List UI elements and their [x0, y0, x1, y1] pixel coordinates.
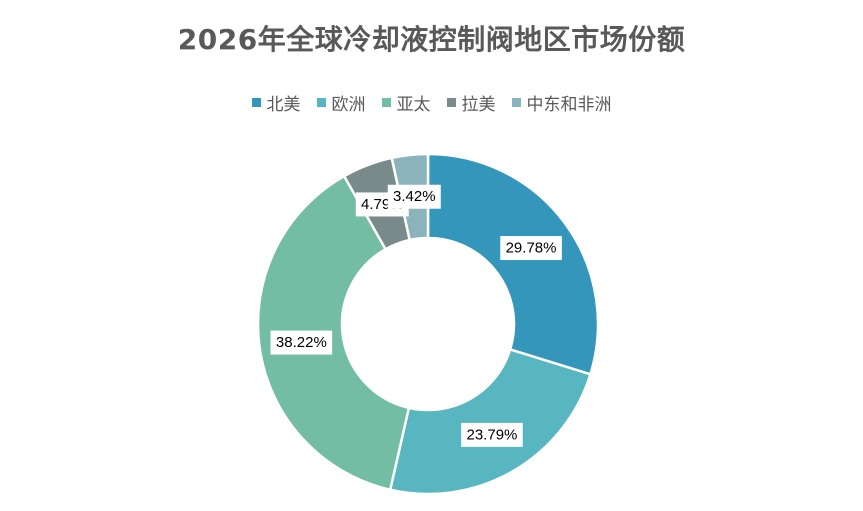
legend-swatch-north-america: [251, 98, 261, 107]
data-label-text-asia-pacific: 38.22%: [276, 334, 327, 351]
legend-swatch-latin-america: [446, 98, 456, 107]
data-label-europe: 23.79%: [461, 422, 523, 447]
legend-item-latin-america: 拉美: [446, 90, 496, 115]
legend-label-europe: 欧洲: [331, 95, 366, 115]
donut-slice-europe: [388, 347, 592, 496]
data-label-box-middle-east-africa: [387, 184, 441, 209]
legend-item-north-america: 北美: [251, 90, 301, 115]
data-label-middle-east-africa: 3.42%: [387, 184, 441, 209]
legend-item-asia-pacific: 亚太: [381, 90, 431, 115]
donut-slices: [256, 152, 600, 496]
chart-legend: 北美 欧洲 亚太 拉美 中东和非洲: [0, 90, 863, 115]
legend-label-north-america: 北美: [266, 95, 301, 115]
data-label-box-north-america: [500, 236, 562, 261]
data-label-box-europe: [461, 422, 523, 447]
donut-slice-north-america: [426, 152, 600, 376]
data-label-text-north-america: 29.78%: [506, 240, 557, 257]
data-label-text-europe: 23.79%: [467, 426, 518, 443]
chart-title: 2026年全球冷却液控制阀地区市场份额: [177, 23, 686, 56]
donut-slice-asia-pacific: [256, 174, 411, 492]
legend-swatch-europe: [316, 98, 326, 107]
donut-data-labels: 29.78%23.79%38.22%4.79%3.42%: [270, 184, 562, 447]
legend-label-asia-pacific: 亚太: [396, 95, 431, 115]
legend-swatch-middle-east-africa: [511, 98, 521, 107]
data-label-north-america: 29.78%: [500, 236, 562, 261]
legend-item-middle-east-africa: 中东和非洲: [511, 90, 612, 115]
data-label-box-asia-pacific: [270, 330, 333, 355]
legend-label-middle-east-africa: 中东和非洲: [526, 95, 612, 115]
data-label-asia-pacific: 38.22%: [270, 330, 333, 355]
legend-swatch-asia-pacific: [381, 98, 391, 107]
data-label-text-middle-east-africa: 3.42%: [393, 188, 436, 205]
legend-label-latin-america: 拉美: [461, 95, 496, 115]
legend-item-europe: 欧洲: [316, 90, 366, 115]
